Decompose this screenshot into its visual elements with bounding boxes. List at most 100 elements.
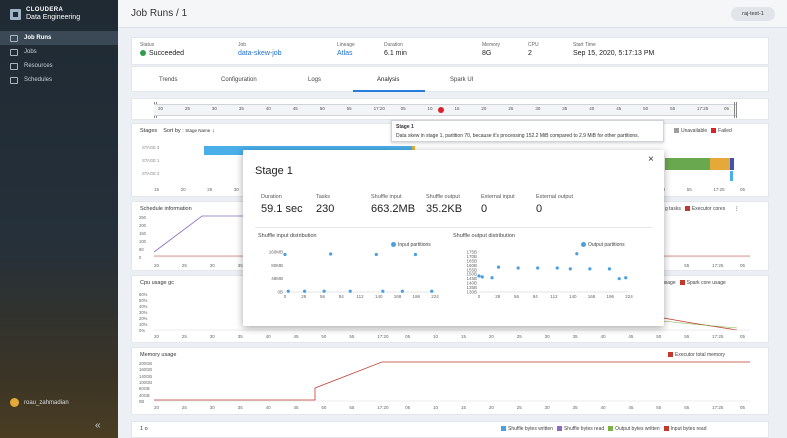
stat-label: External input xyxy=(481,194,515,200)
x-tick-label: 05 xyxy=(405,334,411,339)
user-menu[interactable]: roau_zahmadian xyxy=(10,398,69,407)
timeline-right-handle[interactable] xyxy=(734,102,737,118)
stage-1-bar[interactable] xyxy=(665,158,710,170)
memory-card: Memory usage Executor total memory 200GB… xyxy=(131,347,769,415)
timeline-tick: 50 xyxy=(643,106,649,111)
y-tick-label: 250 xyxy=(139,215,146,220)
partition-point[interactable] xyxy=(477,274,481,278)
partition-point[interactable] xyxy=(480,275,484,279)
legend-swatch xyxy=(501,426,506,431)
x-tick-label: 55 xyxy=(684,334,690,339)
partition-point[interactable] xyxy=(348,289,352,293)
job-link[interactable]: data-skew-job xyxy=(238,50,282,57)
stage-2-bar[interactable] xyxy=(730,158,734,170)
tab-analysis[interactable]: Analysis xyxy=(377,77,400,83)
x-tick-label: 30 xyxy=(233,187,239,192)
tab-logs[interactable]: Logs xyxy=(308,77,322,83)
partition-point[interactable] xyxy=(575,252,579,256)
arrow-down-icon[interactable]: ↓ xyxy=(211,128,215,134)
legend-failed: Failed xyxy=(718,128,732,134)
stat-external-input-value: 0 xyxy=(481,203,488,215)
partition-point[interactable] xyxy=(555,266,559,270)
more-options-icon[interactable]: ⋮ xyxy=(734,206,740,212)
x-tick-label: 84 xyxy=(533,294,539,299)
partition-point[interactable] xyxy=(374,252,378,257)
x-tick-label: 55 xyxy=(686,187,692,192)
timeline-tick: 50 xyxy=(319,106,325,111)
collapse-sidebar-icon[interactable]: « xyxy=(95,420,101,431)
partition-point[interactable] xyxy=(302,289,307,293)
tab-trends[interactable]: Trends xyxy=(159,77,178,83)
partition-point[interactable] xyxy=(322,289,326,293)
timeline-tick: 40 xyxy=(265,106,271,111)
partition-point[interactable] xyxy=(430,289,434,293)
y-tick-label: 60GB xyxy=(139,386,150,392)
sidebar-item-jobs[interactable]: Jobs xyxy=(0,45,118,59)
partition-point[interactable] xyxy=(617,277,621,281)
y-tick-label: 145B xyxy=(466,276,477,281)
cpu-value: 2 xyxy=(528,50,532,57)
partition-point[interactable] xyxy=(588,267,592,271)
partition-point[interactable] xyxy=(516,266,520,270)
timeline-tick: 35 xyxy=(562,106,568,111)
start-time-label: Start Time xyxy=(573,42,596,48)
x-tick-label: 35 xyxy=(237,334,243,339)
brand-product: Data Engineering xyxy=(26,14,81,21)
sort-dropdown[interactable]: Stage Name xyxy=(185,128,211,133)
close-icon[interactable]: × xyxy=(648,154,654,165)
x-tick-label: 30 xyxy=(209,405,215,410)
partition-point[interactable] xyxy=(413,252,418,257)
x-tick-label: 112 xyxy=(550,294,558,299)
x-tick-label: 112 xyxy=(356,294,364,299)
lineage-link[interactable]: Atlas xyxy=(337,50,353,57)
x-tick-label: 40 xyxy=(600,334,606,339)
stage-2-bar-small[interactable] xyxy=(730,171,733,181)
partition-point[interactable] xyxy=(381,289,385,293)
x-tick-label: 20 xyxy=(154,405,160,410)
x-tick-label: 45 xyxy=(628,334,634,339)
sidebar-item-schedules[interactable]: Schedules xyxy=(0,73,118,87)
partition-point[interactable] xyxy=(536,266,540,270)
y-tick-label: 80MB xyxy=(271,263,283,268)
legend-output-written: Output bytes written xyxy=(615,426,660,432)
legend-swatch xyxy=(674,128,679,133)
partition-point[interactable] xyxy=(624,276,628,280)
brand-logo[interactable]: CLOUDERA Data Engineering xyxy=(0,0,118,28)
stage-detail-modal: Stage 1 × Duration 59.1 sec Tasks 230 Shuf… xyxy=(243,150,664,326)
cpu-chart xyxy=(154,315,750,331)
y-tick-label: 165B xyxy=(466,258,477,263)
partition-point[interactable] xyxy=(329,252,333,256)
partition-point[interactable] xyxy=(607,267,612,271)
tab-spark-ui[interactable]: Spark UI xyxy=(450,77,474,83)
timeline-scale[interactable]: 20 25 30 35 40 45 50 55 17:20 05 10 15 20 25 30 35 40 45 5… xyxy=(154,104,736,116)
active-tab-indicator xyxy=(353,90,425,92)
shuffle-input-scatter: 160MB 80MB 48MB 0B0 28 56 84 112 140 168 196 224 xyxy=(269,250,440,300)
run-tabs: Trends Configuration Logs Analysis Spark… xyxy=(131,66,769,92)
partition-point[interactable] xyxy=(568,267,572,271)
partition-point[interactable] xyxy=(400,289,404,293)
x-tick-label: 196 xyxy=(412,294,420,299)
legend-swatch xyxy=(679,280,685,285)
partition-point[interactable] xyxy=(490,276,494,280)
timeline-tick: 17:25 xyxy=(697,106,709,111)
partition-point[interactable] xyxy=(496,265,501,269)
duration-value: 6.1 min xyxy=(384,50,407,57)
y-tick-label: 48MB xyxy=(271,276,283,281)
cpu-usage-line-2 xyxy=(651,319,738,329)
legend-swatch xyxy=(663,426,669,431)
partition-point[interactable] xyxy=(283,252,287,257)
job-label: Job xyxy=(238,42,247,48)
partition-point[interactable] xyxy=(286,289,290,293)
timeline-tick: 25 xyxy=(184,106,190,111)
sidebar-item-job-runs[interactable]: Job Runs xyxy=(0,31,118,45)
avatar xyxy=(10,398,19,407)
sidebar-item-resources[interactable]: Resources xyxy=(0,59,118,73)
x-tick-label: 56 xyxy=(514,294,520,299)
stage-1-bar-tail[interactable] xyxy=(710,158,730,170)
tab-configuration[interactable]: Configuration xyxy=(221,77,257,83)
timeline-navigator[interactable]: 20 25 30 35 40 45 50 55 17:20 05 10 15 20 25 30 35 40 45 5… xyxy=(131,98,769,120)
x-tick-label: 50 xyxy=(656,334,662,339)
status-value: Succeeded xyxy=(149,50,185,57)
skew-alert-marker-icon[interactable] xyxy=(438,107,444,113)
environment-badge[interactable]: raj-test-1 xyxy=(731,7,775,21)
